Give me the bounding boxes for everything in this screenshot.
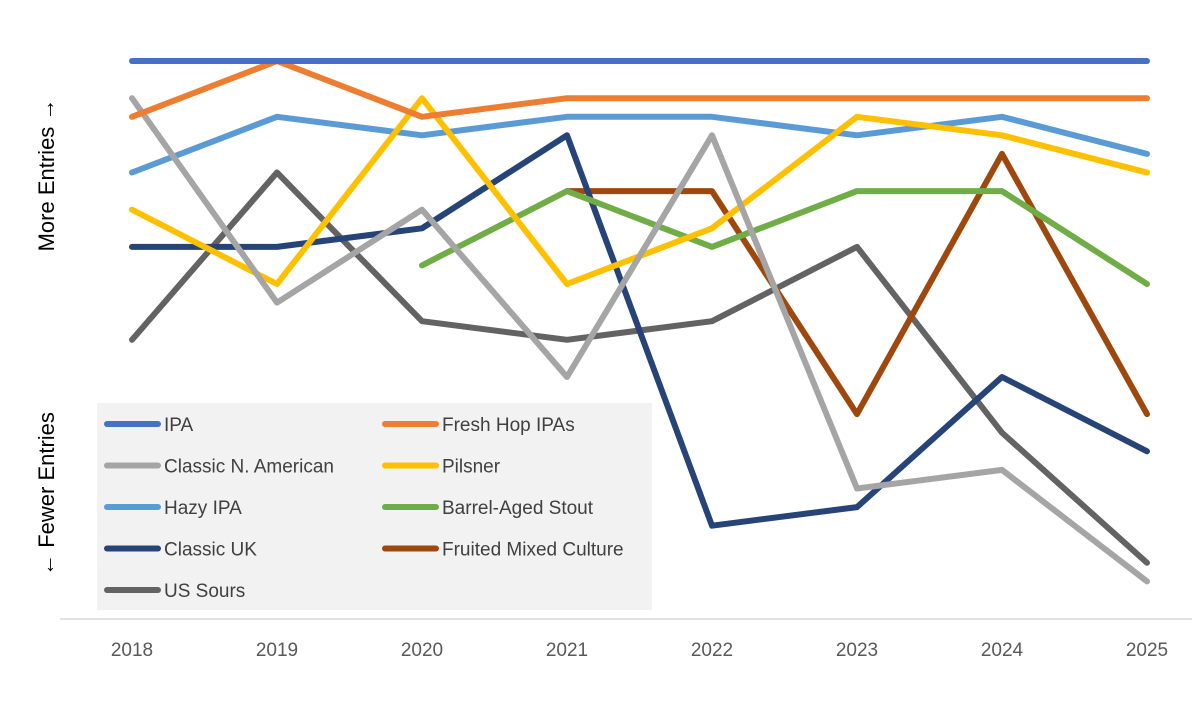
legend-item-fresh-hop-ipas: Fresh Hop IPAs [382,415,575,436]
x-tick-label: 2022 [691,640,733,661]
legend-item-ipa: IPA [104,415,194,436]
y-axis-label-fewer: ← Fewer Entries [34,412,59,576]
x-tick-label: 2018 [111,640,153,661]
series-line-classic-n-american [129,95,1150,585]
legend-label: Fruited Mixed Culture [442,540,624,561]
legend-label: IPA [164,415,194,436]
x-axis-ticks: 2018 2019 2020 2021 2022 2023 2024 2025 [111,640,1168,661]
legend-label: Fresh Hop IPAs [442,415,575,436]
legend-item-classic-uk: Classic UK [104,540,257,561]
legend-label: Classic UK [164,540,257,561]
x-tick-label: 2023 [836,640,878,661]
x-tick-label: 2020 [401,640,443,661]
legend-item-us-sours: US Sours [104,581,245,602]
legend-label: Hazy IPA [164,498,242,519]
legend-item-pilsner: Pilsner [382,457,501,478]
legend-label: Barrel-Aged Stout [442,498,594,519]
x-tick-label: 2019 [256,640,298,661]
x-tick-label: 2024 [981,640,1024,661]
y-axis-label-more: More Entries → [34,99,59,252]
x-tick-label: 2025 [1126,640,1168,661]
legend-label: US Sours [164,581,245,602]
legend-item-classic-n-american: Classic N. American [104,457,334,478]
legend-box [97,403,652,610]
legend-item-fruited-mixed-culture: Fruited Mixed Culture [382,540,624,561]
series-line-fruited-mixed-culture [564,150,1150,418]
series-line-hazy-ipa [129,113,1150,176]
series-line-fresh-hop-ipas [129,58,1150,120]
x-tick-label: 2021 [546,640,588,661]
legend-label: Classic N. American [164,457,334,478]
legend-label: Pilsner [442,457,501,478]
series-line-barrel-aged-stout [419,188,1150,287]
legend-item-barrel-aged-stout: Barrel-Aged Stout [382,498,594,519]
series-lines [129,58,1150,585]
legend-item-hazy-ipa: Hazy IPA [104,498,242,519]
legend: IPA Fresh Hop IPAs Classic N. American Pils… [104,415,624,602]
series-line-classic-uk [129,132,1150,529]
